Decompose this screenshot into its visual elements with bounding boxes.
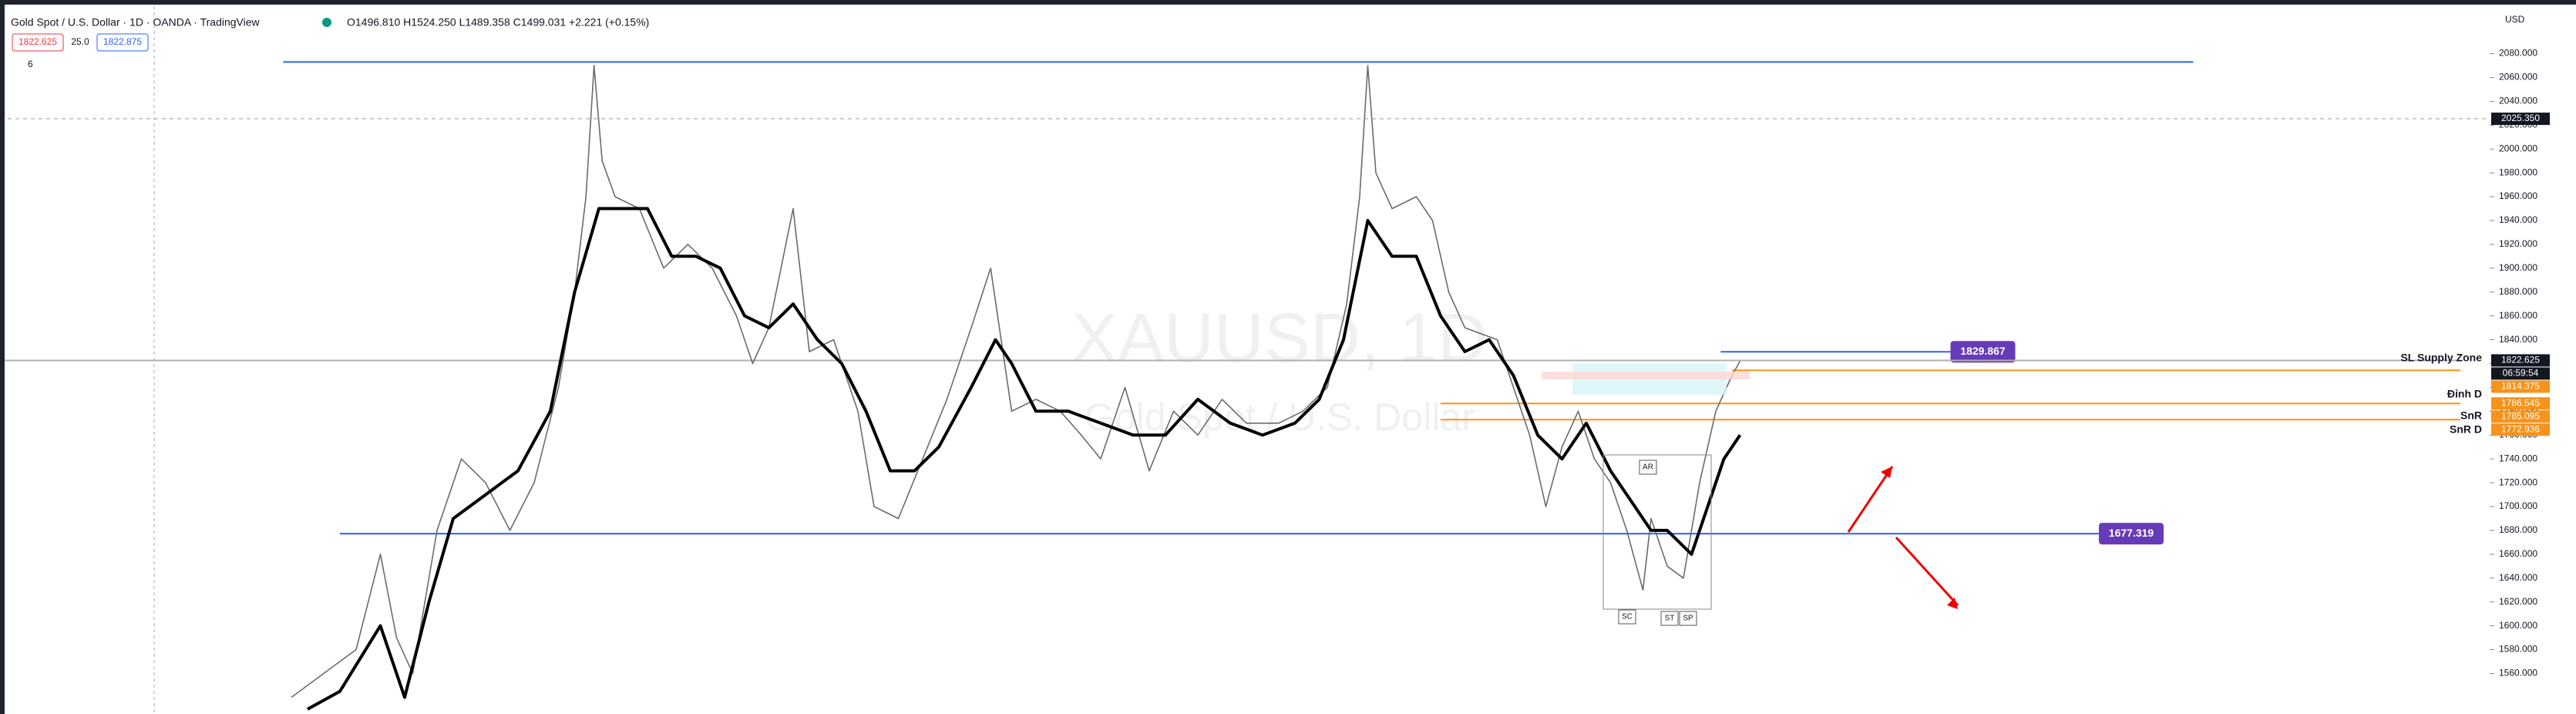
y-tick-label: 1840.000 <box>2499 334 2537 345</box>
price-tag <box>2491 423 2550 436</box>
arrow-head <box>1881 466 1892 478</box>
y-tick-label: 1960.000 <box>2499 190 2537 201</box>
zone-label: SnR <box>2460 409 2482 422</box>
annotation: SC <box>1622 613 1633 621</box>
price-tag <box>2491 113 2550 126</box>
annotation-box <box>1639 460 1657 475</box>
y-tick-label: 1900.000 <box>2499 262 2537 273</box>
arrow-up <box>1847 466 1894 533</box>
annotation: ST <box>1665 615 1675 623</box>
level-label-box <box>1950 341 2016 363</box>
y-tick-label: 1860.000 <box>2499 310 2537 321</box>
left-bar <box>0 0 5 714</box>
countdown-box <box>2491 367 2550 380</box>
countdown: 06:59:54 <box>2503 368 2539 379</box>
y-tick-label: 1980.000 <box>2499 167 2537 177</box>
level-label: 1829.867 <box>1960 345 2006 357</box>
watermark-sub: Gold Spot / U.S. Dollar <box>1085 396 1475 439</box>
zone-label: Đỉnh D <box>2447 388 2482 400</box>
y-tick-label: 2040.000 <box>2499 96 2537 106</box>
y-tick-label: 2000.000 <box>2499 143 2537 153</box>
range-box <box>1602 454 1712 610</box>
symbol-title: Gold Spot / U.S. Dollar · 1D · OANDA · T… <box>11 16 261 29</box>
y-tick-label: 1620.000 <box>2499 596 2537 607</box>
level-label-box <box>2099 523 2164 545</box>
y-tick-label: 1600.000 <box>2499 620 2537 631</box>
price-tag <box>2491 410 2550 423</box>
y-tick-label: 1720.000 <box>2499 477 2537 487</box>
price-tag <box>2491 354 2550 367</box>
price-tag-label: 1772.936 <box>2501 423 2540 434</box>
y-tick-label: 1580.000 <box>2499 644 2537 655</box>
annotation: SP <box>1683 615 1693 623</box>
y-tick-label: 1640.000 <box>2499 572 2537 583</box>
price-tag-label: 1785.095 <box>2501 410 2540 421</box>
top-bar <box>0 0 2576 5</box>
watermark: XAUUSD, 1D <box>1071 300 1488 377</box>
axis-labels: 1560.000 1580.000 1600.000 1620.000 1640.000… <box>2490 48 2550 679</box>
indicator-count[interactable]: 6 <box>28 59 33 69</box>
y-tick-label: 2080.000 <box>2499 48 2537 59</box>
price-tag <box>2491 397 2550 410</box>
annotation-box <box>1679 611 1697 626</box>
price-tag-label: 2025.350 <box>2501 113 2540 123</box>
annotation-box <box>1618 609 1636 625</box>
y-tick-label: 1680.000 <box>2499 524 2537 535</box>
spread: 25.0 <box>71 36 89 47</box>
sell-price[interactable]: 1822.625 <box>18 36 57 47</box>
y-tick-label: 1560.000 <box>2499 668 2537 679</box>
price-tag-label: 1814.375 <box>2501 381 2540 392</box>
y-tick-label: 1940.000 <box>2499 214 2537 225</box>
price-tag <box>2491 380 2550 393</box>
currency[interactable]: USD <box>2505 14 2525 25</box>
y-tick-label: 1660.000 <box>2499 548 2537 559</box>
annotation-box <box>1660 611 1679 626</box>
y-tick-label: 2060.000 <box>2499 72 2537 83</box>
series-line <box>307 207 1742 711</box>
buy-price[interactable]: 1822.875 <box>103 36 142 47</box>
zone-label: SnR D <box>2450 423 2482 436</box>
zone-label: SL Supply Zone <box>2400 352 2482 364</box>
buy-box[interactable] <box>96 33 149 52</box>
sell-box[interactable] <box>12 33 64 52</box>
y-tick-label: 1920.000 <box>2499 238 2537 249</box>
price-tag-label: 1786.545 <box>2501 397 2540 408</box>
y-tick-label: 1740.000 <box>2499 453 2537 463</box>
arrow-down <box>1895 536 1959 607</box>
zone <box>1542 372 1750 379</box>
ohlc: O1496.810 H1524.250 L1489.358 C1499.031 … <box>347 16 649 29</box>
status-dot <box>322 18 331 27</box>
y-tick-label: 1880.000 <box>2499 286 2537 297</box>
annotation: AR <box>1643 463 1653 472</box>
y-tick-label: 1700.000 <box>2499 500 2537 511</box>
arrow-head <box>1947 598 1958 609</box>
level-label: 1677.319 <box>2109 527 2154 539</box>
price-tag-label: 1822.625 <box>2501 355 2540 365</box>
